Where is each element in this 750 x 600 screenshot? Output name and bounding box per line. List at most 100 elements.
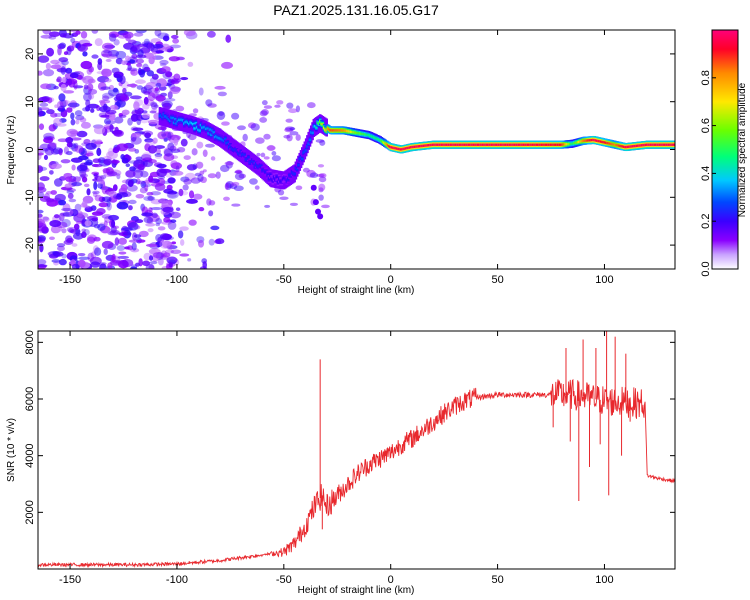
spectrogram-noise-blob	[165, 171, 173, 178]
spectrogram-noise-blob	[61, 228, 67, 234]
spectrogram-noise-blob	[86, 215, 98, 220]
spectrogram-noise-blob	[118, 114, 127, 118]
spectrogram-ridge-core	[209, 133, 213, 136]
spectrogram-noise-blob	[45, 197, 55, 203]
spectrogram-noise-blob	[58, 258, 67, 266]
spectrogram-noise-blob	[65, 67, 73, 74]
spectrogram-noise-blob	[92, 191, 98, 198]
spectrogram-noise-blob	[137, 67, 142, 76]
colorbar: 0.0 0.2 0.4 0.6 0.8 Normalized spectral ampl…	[700, 29, 748, 277]
spectrogram-noise-blob	[156, 168, 168, 178]
spectrogram-noise-blob	[157, 126, 167, 131]
spectrogram-noise-blob	[187, 61, 194, 67]
spectrogram-ridge-core	[174, 117, 177, 121]
spectrogram-noise-blob	[75, 30, 81, 35]
spectrogram-noise-blob	[176, 146, 186, 153]
snr-line	[38, 378, 675, 569]
spectrogram-noise-blob	[146, 43, 153, 49]
spectrogram-noise-blob	[59, 32, 67, 38]
spectrogram-noise-blob	[62, 76, 67, 84]
spectrogram-noise-blob	[102, 92, 114, 99]
spectrogram-noise-blob	[249, 178, 258, 185]
spectrogram-noise-blob	[231, 181, 240, 186]
spectrogram-noise-blob	[86, 236, 96, 244]
spectrogram-noise-blob	[159, 198, 166, 203]
spectrogram-noise-blob	[169, 44, 182, 49]
spectrogram-noise-blob	[101, 196, 112, 203]
spectrogram-noise-blob	[100, 49, 113, 58]
spectrogram-noise-blob	[306, 102, 316, 109]
spectrogram-streak-blob	[310, 184, 317, 191]
spectrogram-noise-blob	[140, 153, 152, 161]
spectrogram-noise-blob	[104, 78, 112, 83]
spectrogram-noise-blob	[127, 179, 134, 188]
spectrogram-noise-blob	[113, 39, 120, 46]
y-tick-label: 8000	[24, 330, 36, 354]
spectrogram-noise-blob	[162, 35, 170, 42]
x-tick-label: -50	[276, 274, 292, 286]
spectrogram-noise-blob	[67, 78, 73, 86]
spectrogram-noise-blob	[70, 133, 77, 139]
spectrogram-noise-blob	[150, 101, 158, 108]
spectrogram-noise-blob	[134, 219, 144, 224]
spectrogram-noise-blob	[172, 38, 180, 44]
spectrogram-noise-blob	[144, 138, 154, 143]
spectrogram-noise-blob	[86, 188, 91, 196]
spectrogram-noise-blob	[139, 187, 148, 194]
spectrogram-noise-blob	[84, 206, 93, 213]
spectrogram-noise-blob	[256, 152, 261, 157]
spectrogram-noise-blob	[141, 110, 148, 114]
spectrogram-noise-blob	[148, 263, 155, 269]
spectrogram-noise-blob	[53, 214, 60, 219]
spectrogram-noise-blob	[107, 262, 113, 269]
spectrogram-noise-blob	[263, 105, 273, 109]
spectrogram-noise-blob	[94, 247, 102, 256]
spectrogram-ridge-core	[311, 131, 314, 135]
spectrogram-noise-blob	[125, 163, 131, 168]
spectrogram-ridge-core	[308, 138, 312, 142]
x-tick-label: 50	[491, 274, 503, 286]
spectrogram-noise-blob	[52, 147, 64, 155]
spectrogram-noise-blob	[192, 108, 199, 114]
y-tick-label: -20	[24, 237, 36, 253]
spectrogram-noise-blob	[143, 38, 150, 45]
spectrogram-noise-blob	[288, 108, 298, 114]
spectrogram-noise-blob	[155, 234, 163, 242]
spectrogram-noise-blob	[125, 55, 131, 62]
spectrogram-noise-blob	[187, 258, 192, 262]
spectrogram-noise-blob	[150, 207, 163, 211]
spectrogram-noise-blob	[82, 51, 88, 57]
spectrogram-noise-blob	[127, 64, 132, 71]
spectrogram-noise-blob	[104, 117, 112, 125]
spectrogram-noise-blob	[210, 156, 216, 161]
spectrogram-noise-blob	[87, 88, 98, 95]
spectrogram-noise-blob	[120, 154, 125, 160]
spectrogram-noise-blob	[105, 120, 116, 125]
spectrogram-noise-blob	[250, 123, 260, 131]
spectrogram-noise-blob	[147, 196, 154, 201]
spectrogram-noise-blob	[122, 231, 132, 236]
spectrogram-noise-blob	[264, 204, 271, 208]
spectrogram-noise-blob	[163, 148, 173, 157]
colorbar-tick-label: 0.6	[700, 118, 712, 133]
snr-series	[38, 331, 675, 569]
spectrogram-noise-blob	[138, 230, 149, 238]
spectrogram-noise-blob	[163, 216, 171, 223]
spectrogram-noise-blob	[210, 225, 220, 231]
spectrogram-noise-blob	[136, 58, 145, 64]
spectrogram-noise-blob	[154, 183, 166, 191]
y-tick-label: -10	[24, 189, 36, 205]
spectrogram-noise-blob	[67, 192, 74, 200]
spectrogram-noise-blob	[66, 189, 75, 194]
spectrogram-ridge-core	[193, 127, 196, 130]
spectrogram-noise-blob	[150, 46, 159, 53]
spectrogram-ridge-core	[297, 163, 300, 167]
spectrogram-noise-blob	[316, 173, 325, 177]
spectrogram-noise-blob	[179, 226, 189, 231]
spectrogram-noise-blob	[77, 259, 86, 268]
spectrogram-noise-blob	[76, 164, 88, 172]
spectrogram-noise-blob	[180, 239, 185, 246]
spectrogram-noise-blob	[69, 72, 79, 79]
spectrogram-noise-blob	[67, 102, 80, 108]
spectrogram-noise-blob	[166, 256, 178, 264]
